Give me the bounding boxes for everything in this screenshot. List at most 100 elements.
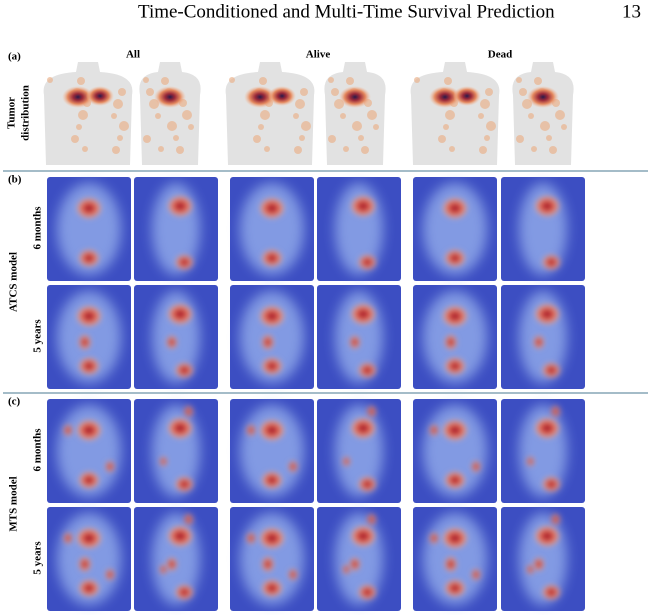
- tumor-spot: [445, 110, 455, 120]
- hotspot: [357, 254, 377, 271]
- tumor-spot: [555, 110, 565, 120]
- hotspot: [350, 303, 377, 326]
- tumor-spot: [188, 124, 194, 130]
- hotspot: [166, 335, 178, 350]
- hotspot: [541, 584, 562, 601]
- tumor-spot: [293, 113, 299, 119]
- hotspot: [167, 303, 194, 326]
- hotspot: [258, 419, 286, 442]
- hotspot: [366, 405, 377, 418]
- tumor-spot: [294, 146, 302, 154]
- tumor-spot: [479, 146, 487, 154]
- body-glow: [423, 405, 487, 497]
- tumor-spot: [161, 77, 169, 85]
- hotspot: [357, 476, 377, 493]
- hotspot: [429, 424, 439, 437]
- body-glow: [423, 183, 487, 275]
- column-header: Dead: [488, 49, 512, 61]
- tumor-spot: [78, 110, 88, 120]
- tumor-spot: [443, 124, 449, 130]
- hotspot: [444, 556, 458, 573]
- hotspot: [526, 564, 535, 575]
- hotspot: [105, 460, 115, 473]
- hotspot: [258, 527, 286, 550]
- hotspot: [167, 417, 194, 440]
- hotspot: [533, 335, 545, 350]
- hotspot: [349, 557, 361, 572]
- model-label: MTS model: [8, 476, 20, 531]
- hotspot: [541, 254, 562, 271]
- tumor-spot: [438, 135, 446, 143]
- tumor-spot: [340, 113, 346, 119]
- hotspot: [357, 584, 377, 601]
- hotspot: [78, 249, 100, 268]
- hotspot: [429, 532, 439, 545]
- hotspot: [534, 525, 561, 548]
- hotspot: [159, 564, 168, 575]
- tumor-spot: [346, 77, 354, 85]
- tumor-hotspot: [268, 86, 296, 106]
- heatmap: [501, 285, 585, 389]
- tumor-spot: [76, 124, 82, 130]
- tumor-spot: [373, 124, 379, 130]
- tumor-spot: [546, 135, 552, 141]
- hotspot: [261, 249, 283, 268]
- body-outline: [225, 62, 315, 165]
- hotspot: [183, 513, 194, 526]
- body-outline: [139, 62, 201, 165]
- hotspot: [166, 557, 178, 572]
- hotspot: [75, 527, 103, 550]
- heatmap: [230, 177, 314, 281]
- tumor-spot: [516, 135, 524, 143]
- tumor-spot: [118, 88, 126, 96]
- panel-label: (c): [8, 396, 21, 408]
- hotspot: [63, 424, 73, 437]
- tumor-spot: [367, 110, 377, 120]
- hotspot: [246, 532, 256, 545]
- tumor-spot: [167, 121, 177, 131]
- hotspot: [174, 584, 194, 601]
- tumor-silhouette: [225, 62, 315, 165]
- panel-label: (a): [8, 51, 21, 63]
- tumor-spot: [534, 77, 542, 85]
- tumor-silhouette: [139, 62, 201, 165]
- tumor-spot: [112, 146, 120, 154]
- hotspot: [75, 197, 103, 220]
- tumor-silhouette: [512, 62, 574, 165]
- hotspot: [444, 471, 466, 490]
- tumor-silhouette: [324, 62, 386, 165]
- hotspot: [258, 197, 286, 220]
- tumor-spot: [484, 135, 490, 141]
- tumor-spot: [143, 77, 149, 83]
- hotspot: [288, 460, 298, 473]
- heatmap: [47, 285, 131, 389]
- tumor-spot: [485, 88, 493, 96]
- heatmap: [134, 507, 218, 611]
- hotspot: [258, 305, 286, 328]
- hotspot: [105, 568, 115, 581]
- tumor-spot: [143, 135, 151, 143]
- tumor-spot: [328, 135, 336, 143]
- hotspot: [444, 334, 458, 351]
- tumor-hotspot: [86, 86, 114, 106]
- hotspot: [534, 417, 561, 440]
- tumor-spot: [414, 77, 420, 83]
- tumor-spot: [111, 113, 117, 119]
- hotspot: [174, 476, 194, 493]
- heatmap: [230, 507, 314, 611]
- tumor-spot: [146, 88, 154, 96]
- running-title: Time-Conditioned and Multi-Time Survival…: [138, 1, 555, 22]
- tumor-spot: [328, 77, 334, 83]
- row-label: distribution: [20, 85, 32, 141]
- column-header: All: [126, 49, 140, 61]
- hotspot: [350, 195, 377, 218]
- tumor-spot: [352, 121, 362, 131]
- tumor-spot: [259, 77, 267, 85]
- tumor-spot: [71, 135, 79, 143]
- tumor-hotspot: [453, 86, 481, 106]
- hotspot: [533, 557, 545, 572]
- hotspot: [183, 405, 194, 418]
- hotspot: [261, 556, 275, 573]
- tumor-spot: [155, 113, 161, 119]
